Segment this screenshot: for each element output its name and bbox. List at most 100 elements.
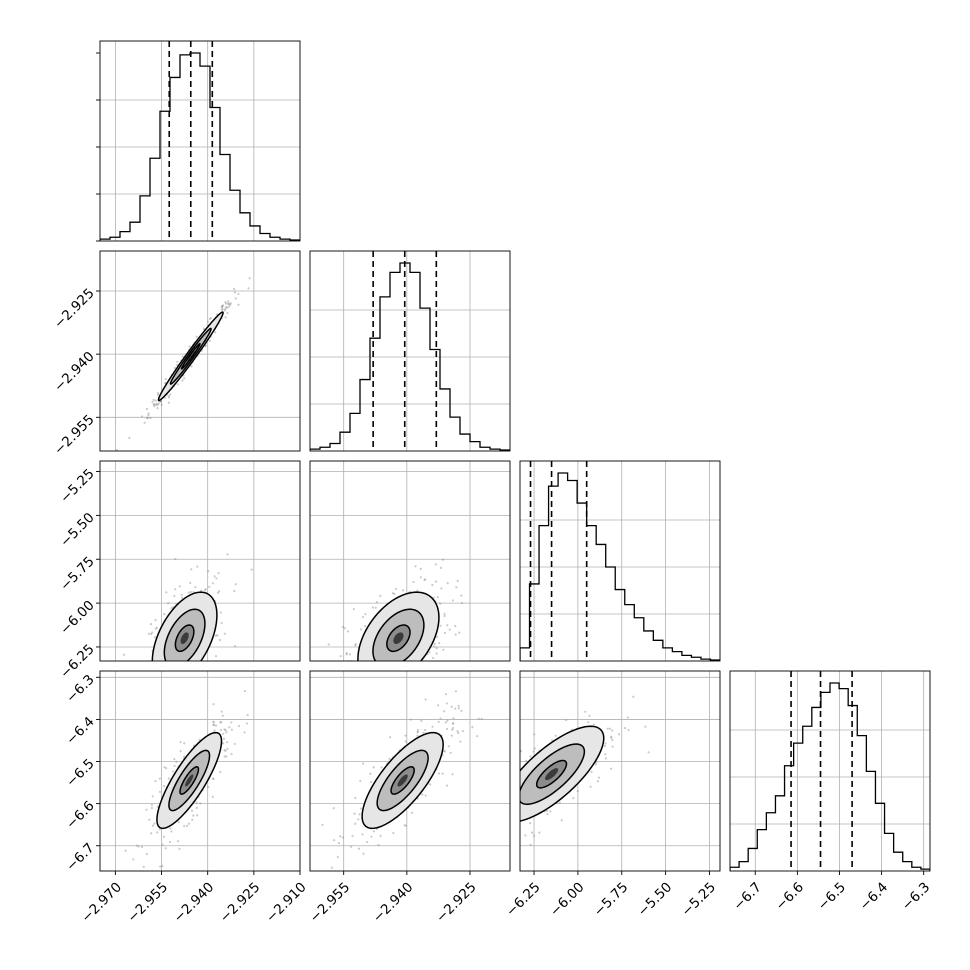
- sample-point: [214, 655, 218, 658]
- sample-point: [442, 648, 445, 651]
- sample-point: [482, 810, 484, 812]
- sample-point: [516, 795, 518, 797]
- sample-point: [161, 843, 164, 846]
- sample-point: [398, 662, 400, 664]
- sample-point: [331, 703, 333, 705]
- sample-point: [499, 800, 501, 802]
- sample-point: [164, 847, 167, 850]
- sample-point: [166, 679, 168, 681]
- sample-point: [166, 687, 168, 689]
- x-tick-label: −5.75: [591, 879, 632, 920]
- sample-point: [145, 416, 149, 419]
- y-tick-label: −2.955: [51, 412, 98, 459]
- sample-point: [366, 840, 369, 844]
- sample-point: [590, 770, 593, 773]
- sample-point: [165, 591, 168, 594]
- sample-point: [162, 785, 166, 788]
- sample-point: [162, 835, 166, 838]
- sample-point: [337, 841, 341, 845]
- sample-point: [159, 699, 161, 701]
- sample-point: [450, 705, 453, 708]
- sample-point: [175, 760, 178, 763]
- y-tick-label: −6.25: [57, 641, 98, 682]
- scatter-panel-3-1: −2.955 −2.940 −2.925: [307, 670, 511, 926]
- sample-point: [350, 845, 353, 848]
- sample-point: [152, 398, 155, 401]
- sample-point: [370, 668, 372, 670]
- sample-point: [403, 824, 406, 827]
- sample-point: [530, 831, 534, 834]
- sample-point: [512, 828, 514, 830]
- y-tick-label: −2.940: [51, 349, 98, 396]
- sample-point: [154, 780, 157, 783]
- sample-point: [359, 779, 362, 783]
- y-tick-label: −6.6: [63, 798, 97, 832]
- sample-point: [212, 723, 216, 727]
- sample-point: [152, 691, 154, 693]
- sample-point: [155, 626, 159, 629]
- sample-point: [448, 628, 451, 631]
- sample-point: [375, 672, 377, 674]
- sample-point: [226, 747, 229, 751]
- sample-point: [174, 673, 176, 675]
- x-tick-label: −2.970: [78, 879, 125, 926]
- sample-point: [225, 305, 228, 309]
- sample-point: [220, 305, 223, 309]
- sample-point: [457, 704, 460, 707]
- sample-point: [529, 755, 532, 758]
- sample-point: [345, 653, 348, 656]
- sample-point: [379, 834, 382, 837]
- sample-point: [128, 436, 131, 439]
- sample-point: [233, 287, 236, 291]
- sample-point: [451, 599, 454, 602]
- sample-point: [441, 772, 444, 775]
- sample-point: [414, 565, 417, 568]
- sample-point: [154, 619, 157, 622]
- sample-point: [332, 807, 335, 810]
- sample-point: [181, 355, 185, 358]
- sample-point: [435, 635, 439, 639]
- sample-point: [123, 653, 126, 656]
- sample-point: [148, 818, 151, 821]
- sample-point: [644, 725, 647, 728]
- sample-point: [220, 305, 224, 308]
- sample-point: [225, 306, 229, 309]
- contour-line: [372, 608, 425, 661]
- sample-point: [371, 606, 374, 609]
- sample-point: [164, 377, 167, 381]
- sample-point: [217, 572, 220, 575]
- sample-point: [451, 722, 455, 725]
- sample-point: [370, 662, 372, 664]
- sample-point: [359, 807, 362, 810]
- sample-point: [204, 344, 207, 348]
- sample-point: [429, 783, 432, 786]
- sample-point: [225, 731, 228, 734]
- sample-point: [529, 843, 532, 846]
- sample-point: [359, 628, 363, 631]
- contour-line: [174, 624, 195, 653]
- sample-point: [460, 709, 463, 712]
- sample-point: [339, 655, 342, 658]
- sample-point: [140, 845, 144, 849]
- y-tick-label: −6.7: [63, 840, 97, 874]
- sample-point: [375, 600, 379, 604]
- scatter-panel-2-0: −6.25−6.00−5.75−5.50−5.25: [57, 460, 301, 701]
- sample-point: [153, 636, 156, 639]
- sample-point: [188, 345, 191, 348]
- sample-point: [178, 585, 181, 588]
- sample-point: [225, 755, 228, 758]
- contour-line: [376, 749, 429, 812]
- sample-point: [513, 801, 515, 803]
- sample-point: [525, 759, 528, 763]
- sample-point: [161, 865, 164, 868]
- sample-point: [516, 804, 518, 806]
- sample-point: [499, 815, 501, 817]
- sample-point: [528, 822, 532, 825]
- sample-point: [203, 589, 207, 592]
- sample-point: [391, 661, 393, 663]
- sample-point: [380, 703, 382, 705]
- sample-point: [364, 625, 367, 628]
- sample-point: [610, 767, 613, 770]
- sample-point: [142, 865, 145, 868]
- sample-point: [421, 793, 424, 796]
